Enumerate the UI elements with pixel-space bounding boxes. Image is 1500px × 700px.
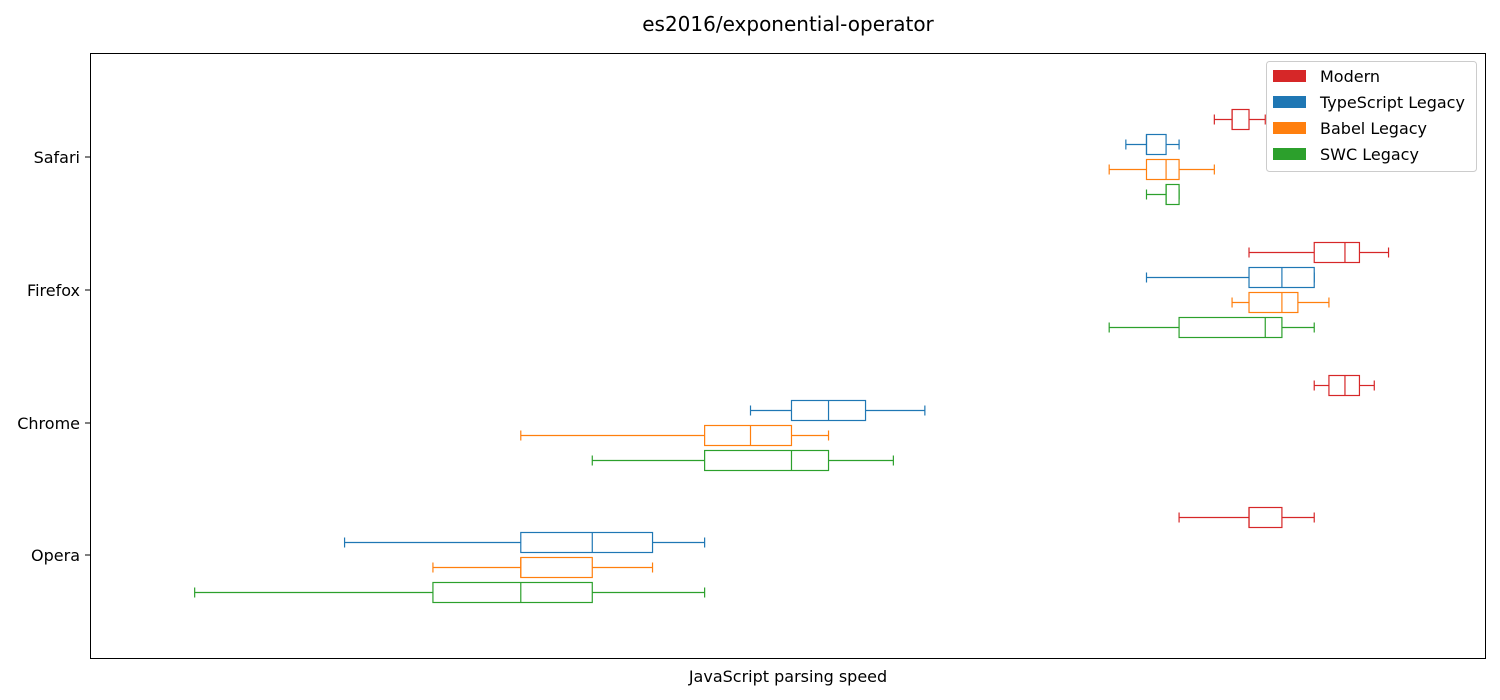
legend-label: Modern [1320, 67, 1380, 86]
box-iqr [432, 581, 593, 604]
box-babel-legacy-opera [432, 556, 654, 579]
plot-frame [90, 53, 1486, 659]
box-typescript-legacy-opera [343, 531, 706, 554]
box-iqr [704, 424, 793, 447]
y-tick-label: Chrome [17, 414, 80, 433]
legend-label: SWC Legacy [1320, 145, 1419, 164]
box-babel-legacy-firefox [1231, 291, 1330, 314]
box-iqr [1248, 506, 1283, 529]
box-iqr [520, 556, 593, 579]
legend-swatch [1273, 96, 1306, 108]
box-modern-opera [1178, 506, 1315, 529]
box-iqr [1231, 108, 1250, 131]
plot-area [194, 108, 1390, 604]
box-babel-legacy-safari [1108, 158, 1215, 181]
box-iqr [704, 449, 830, 472]
box-iqr [1178, 316, 1283, 339]
legend-swatch [1273, 70, 1306, 82]
box-modern-chrome [1313, 374, 1375, 397]
box-babel-legacy-chrome [520, 424, 830, 447]
legend: Modern TypeScript Legacy Babel Legacy SWC L… [1266, 61, 1477, 172]
y-tick-label: Firefox [27, 281, 80, 300]
box-iqr [1145, 133, 1167, 156]
box-swc-legacy-chrome [591, 449, 894, 472]
box-iqr [1145, 158, 1180, 181]
box-typescript-legacy-chrome [749, 399, 926, 422]
legend-swatch [1273, 148, 1306, 160]
box-iqr [1313, 241, 1361, 264]
y-tick-label: Safari [34, 148, 80, 167]
y-tick-label: Opera [31, 546, 80, 565]
legend-swatch [1273, 122, 1306, 134]
legend-box [1266, 61, 1477, 172]
legend-label: TypeScript Legacy [1319, 93, 1465, 112]
box-iqr [1165, 183, 1180, 206]
box-swc-legacy-opera [194, 581, 706, 604]
box-typescript-legacy-firefox [1145, 266, 1315, 289]
y-axis: Opera Chrome Firefox Safari [17, 148, 90, 565]
box-typescript-legacy-safari [1125, 133, 1180, 156]
box-modern-firefox [1248, 241, 1390, 264]
box-iqr [1328, 374, 1361, 397]
legend-label: Babel Legacy [1320, 119, 1427, 138]
chart-title: es2016/exponential-operator [642, 12, 934, 36]
box-swc-legacy-firefox [1108, 316, 1315, 339]
box-swc-legacy-safari [1145, 183, 1180, 206]
box-modern-safari [1213, 108, 1266, 131]
box-iqr [520, 531, 654, 554]
box-iqr [1248, 291, 1299, 314]
x-axis-label: JavaScript parsing speed [688, 667, 887, 686]
